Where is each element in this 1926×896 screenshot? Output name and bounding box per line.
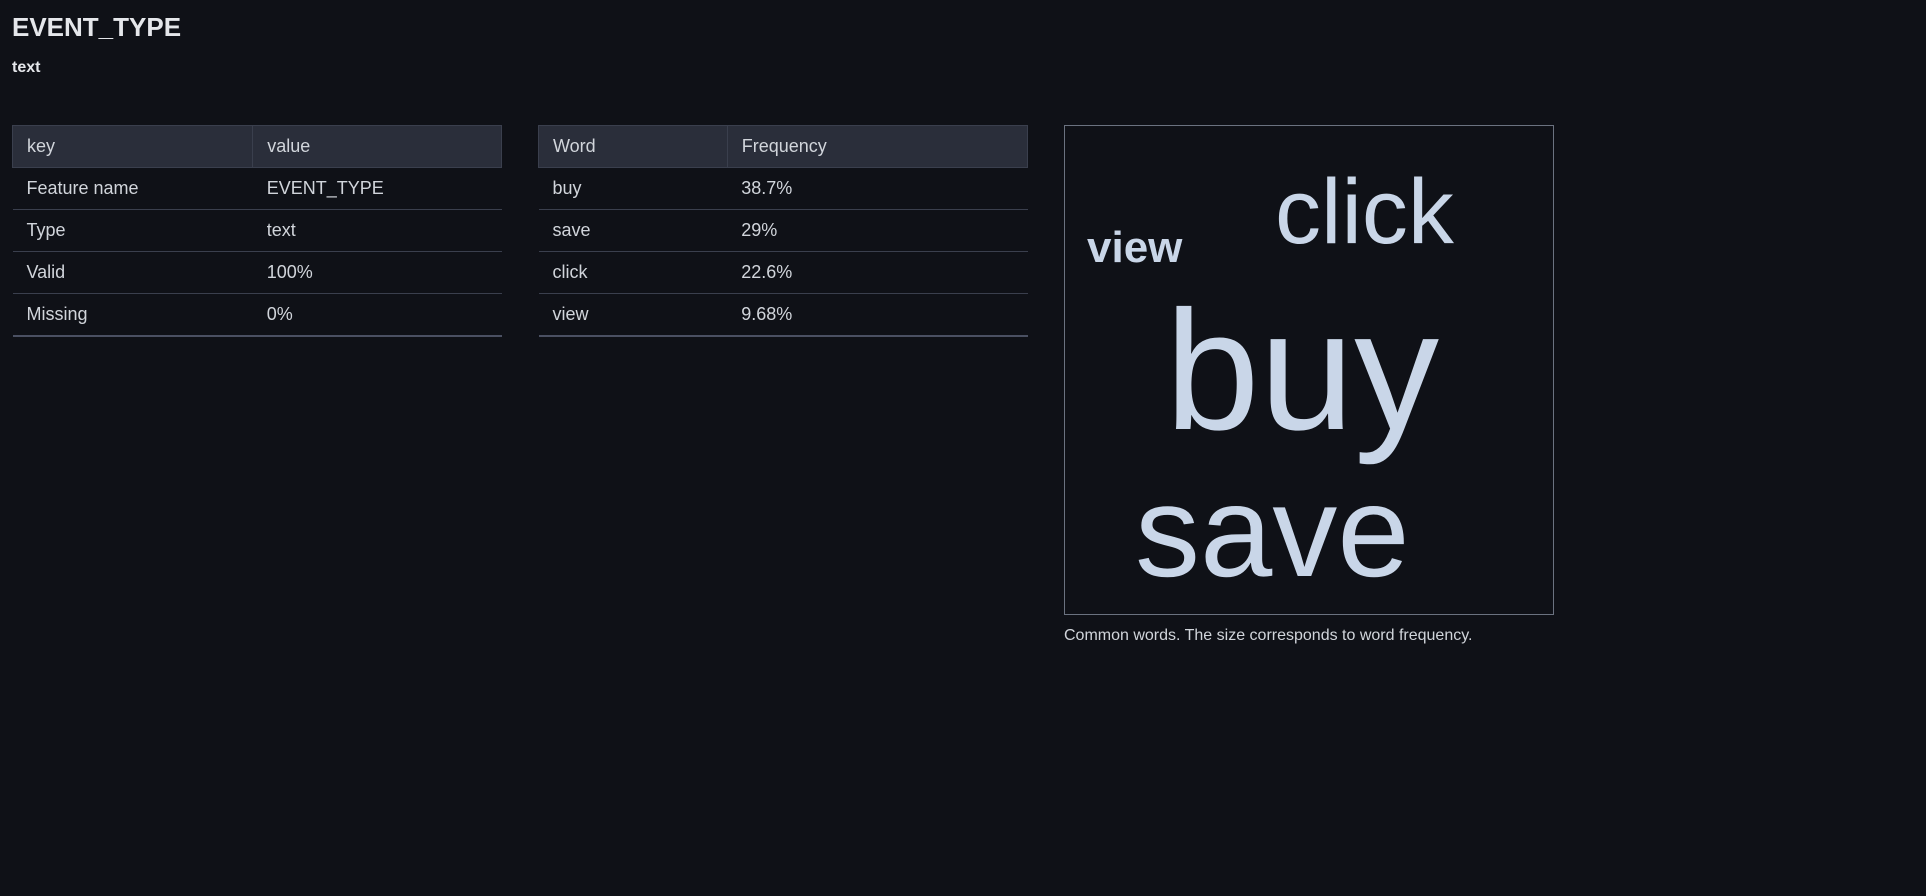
wordcloud-word-save: save: [1135, 466, 1410, 596]
frequency-col-word: Word: [539, 126, 728, 168]
wordcloud-word-buy: buy: [1165, 286, 1439, 456]
table-cell: Feature name: [13, 168, 253, 210]
table-cell: text: [253, 210, 502, 252]
wordcloud-container: view click buysave Common words. The size …: [1064, 125, 1554, 645]
table-cell: buy: [539, 168, 728, 210]
table-row: buy38.7%: [539, 168, 1028, 210]
table-row: Feature nameEVENT_TYPE: [13, 168, 502, 210]
table-cell: 0%: [253, 294, 502, 337]
table-header-row: Word Frequency: [539, 126, 1028, 168]
table-cell: 100%: [253, 252, 502, 294]
frequency-col-frequency: Frequency: [727, 126, 1027, 168]
summary-col-key: key: [13, 126, 253, 168]
table-cell: 38.7%: [727, 168, 1027, 210]
table-row: save29%: [539, 210, 1028, 252]
frequency-table: Word Frequency buy38.7%save29%click22.6%…: [538, 125, 1028, 337]
summary-table: key value Feature nameEVENT_TYPETypetext…: [12, 125, 502, 337]
content-row: key value Feature nameEVENT_TYPETypetext…: [12, 125, 1914, 645]
table-row: click22.6%: [539, 252, 1028, 294]
table-cell: 9.68%: [727, 294, 1027, 337]
wordcloud-word-view: view: [1087, 226, 1182, 270]
wordcloud-word-click: click: [1275, 166, 1454, 258]
table-cell: 22.6%: [727, 252, 1027, 294]
table-row: view9.68%: [539, 294, 1028, 337]
table-row: Valid100%: [13, 252, 502, 294]
wordcloud-box: view click buysave: [1064, 125, 1554, 615]
table-header-row: key value: [13, 126, 502, 168]
summary-col-value: value: [253, 126, 502, 168]
table-cell: 29%: [727, 210, 1027, 252]
table-cell: Valid: [13, 252, 253, 294]
table-cell: Type: [13, 210, 253, 252]
page-subtitle: text: [12, 59, 1914, 77]
table-cell: save: [539, 210, 728, 252]
table-row: Typetext: [13, 210, 502, 252]
table-cell: view: [539, 294, 728, 337]
table-cell: EVENT_TYPE: [253, 168, 502, 210]
table-cell: click: [539, 252, 728, 294]
table-row: Missing0%: [13, 294, 502, 337]
page-title: EVENT_TYPE: [12, 12, 1914, 43]
wordcloud-caption: Common words. The size corresponds to wo…: [1064, 627, 1472, 645]
table-cell: Missing: [13, 294, 253, 337]
